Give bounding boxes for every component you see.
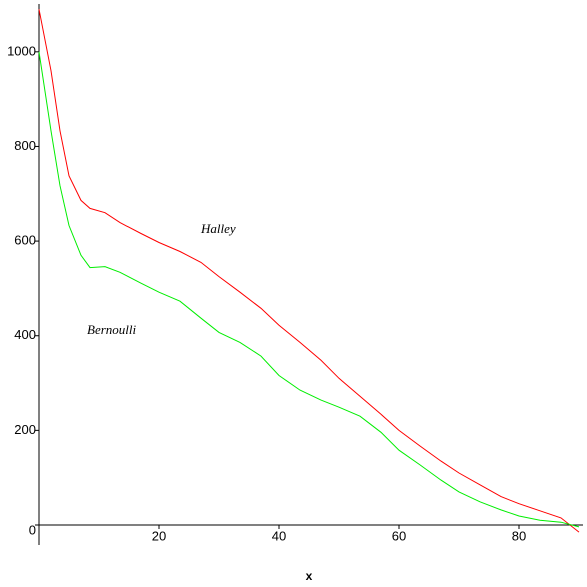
annotation: Halley xyxy=(200,221,236,236)
x-tick-label: 40 xyxy=(272,528,286,543)
y-tick-label: 800 xyxy=(14,138,36,153)
line-series xyxy=(38,51,580,528)
y-tick-label: 200 xyxy=(14,422,36,437)
y-tick-label: 1000 xyxy=(7,43,36,58)
x-tick-label: 60 xyxy=(392,528,406,543)
x-tick-label: 20 xyxy=(152,528,166,543)
x-tick-label: 80 xyxy=(512,528,526,543)
y-tick-label: 600 xyxy=(14,233,36,248)
x-axis-label: x xyxy=(306,569,313,583)
annotation: Bernoulli xyxy=(87,322,136,337)
y-tick-label: 400 xyxy=(14,327,36,342)
line-series xyxy=(38,9,580,533)
y-tick-label: 0 xyxy=(29,522,36,537)
